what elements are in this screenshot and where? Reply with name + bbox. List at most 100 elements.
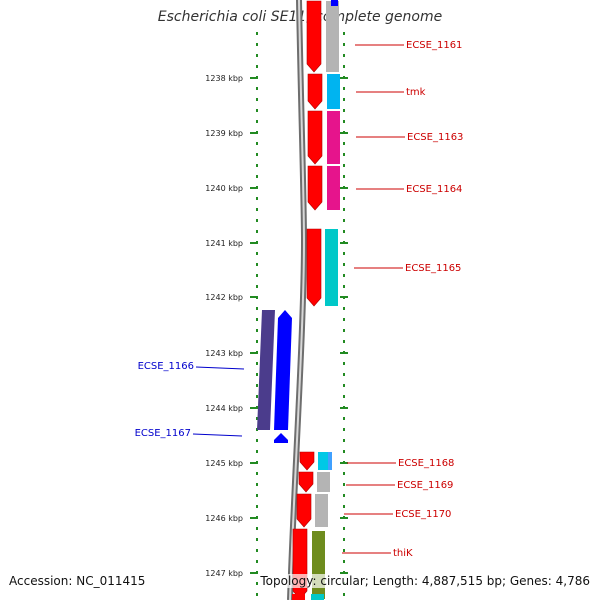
scale-dot <box>343 428 345 431</box>
scale-tick-right <box>340 132 348 134</box>
scale-dot <box>256 593 258 596</box>
scale-dot <box>343 527 345 530</box>
scale-dot <box>256 582 258 585</box>
cog-block <box>327 166 340 210</box>
cog-block <box>312 531 325 599</box>
scale-dot <box>343 230 345 233</box>
scale-dot <box>343 384 345 387</box>
scale-dot <box>256 197 258 200</box>
scale-dot <box>256 252 258 255</box>
scale-dot <box>343 494 345 497</box>
gene-arrow-forward <box>296 493 312 528</box>
scale-dot <box>343 274 345 277</box>
scale-dot <box>343 593 345 596</box>
scale-dot <box>343 395 345 398</box>
cog-block <box>315 494 328 527</box>
gene-label-forward: ECSE_1163 <box>407 132 463 143</box>
scale-dot <box>256 549 258 552</box>
scale-dot <box>343 197 345 200</box>
scale-dot <box>256 164 258 167</box>
scale-tick <box>250 517 258 519</box>
gene-arrow-forward <box>306 228 322 307</box>
gene-label-forward: ECSE_1164 <box>406 184 462 195</box>
scale-dot <box>343 472 345 475</box>
gene-arrow-forward <box>307 73 323 110</box>
cog-block-stripe <box>328 452 332 470</box>
gene-arrow-forward <box>307 110 323 165</box>
scale-dot <box>343 450 345 453</box>
scale-dot <box>343 219 345 222</box>
scale-label: 1244 kbp <box>205 404 243 413</box>
scale-dot <box>343 439 345 442</box>
scale-tick-right <box>340 462 348 464</box>
scale-dot <box>343 32 345 35</box>
gene-label-forward: ECSE_1161 <box>406 40 462 51</box>
cog-block <box>327 111 340 164</box>
gene-arrow-reverse <box>274 310 292 430</box>
gene-arrow-forward <box>299 451 315 471</box>
scale-dot <box>256 527 258 530</box>
cog-block <box>327 74 340 109</box>
scale-dot <box>256 362 258 365</box>
scale-dot <box>343 175 345 178</box>
scale-dot <box>256 417 258 420</box>
scale-dot <box>256 450 258 453</box>
scale-tick-right <box>340 242 348 244</box>
scale-dot <box>256 54 258 57</box>
scale-dot <box>256 428 258 431</box>
gene-label-forward: ECSE_1170 <box>395 509 451 520</box>
scale-dot <box>343 549 345 552</box>
scale-dot <box>343 164 345 167</box>
scale-dot <box>256 175 258 178</box>
cog-block-reverse <box>257 310 275 430</box>
scale-dot <box>343 263 345 266</box>
gene-label-reverse: ECSE_1167 <box>135 428 191 439</box>
scale-tick-right <box>340 296 348 298</box>
scale-dot <box>256 263 258 266</box>
scale-tick-right <box>340 187 348 189</box>
scale-tick <box>250 77 258 79</box>
scale-dot <box>343 54 345 57</box>
scale-tick <box>250 187 258 189</box>
scale-dot <box>256 439 258 442</box>
scale-dot <box>343 417 345 420</box>
scale-dot <box>256 318 258 321</box>
scale-dot <box>343 208 345 211</box>
gene-arrow-forward <box>307 165 323 211</box>
scale-dot <box>256 32 258 35</box>
scale-tick <box>250 242 258 244</box>
scale-dot <box>343 98 345 101</box>
scale-dot <box>256 208 258 211</box>
cog-block <box>325 229 338 306</box>
scale-dot <box>256 340 258 343</box>
gene-arrow-forward <box>298 471 314 493</box>
scale-tick-right <box>340 77 348 79</box>
genome-line-layer <box>287 0 308 600</box>
scale-tick <box>250 296 258 298</box>
scale-dot <box>256 483 258 486</box>
gene-fragment <box>292 594 305 600</box>
cog-block <box>326 1 339 72</box>
scale-dot <box>256 373 258 376</box>
scale-dot <box>343 373 345 376</box>
scale-dot <box>256 505 258 508</box>
cog-block <box>317 472 330 492</box>
scale-tick-right <box>340 572 348 574</box>
scale-dot <box>343 362 345 365</box>
scale-dot <box>256 329 258 332</box>
scale-dot <box>343 43 345 46</box>
scale-label: 1242 kbp <box>205 293 243 302</box>
scale-dot <box>343 329 345 332</box>
gene-arrow-forward <box>292 528 308 600</box>
scale-label: 1243 kbp <box>205 349 243 358</box>
cog-fragment <box>311 594 324 600</box>
scale-tick-right <box>340 407 348 409</box>
gene-label-leader <box>192 433 243 437</box>
scale-dot <box>256 65 258 68</box>
accession-label: Accession: NC_011415 <box>9 574 146 588</box>
scale-dot <box>343 109 345 112</box>
scale-dot <box>256 109 258 112</box>
scale-tick <box>250 462 258 464</box>
scale-label: 1238 kbp <box>205 74 243 83</box>
